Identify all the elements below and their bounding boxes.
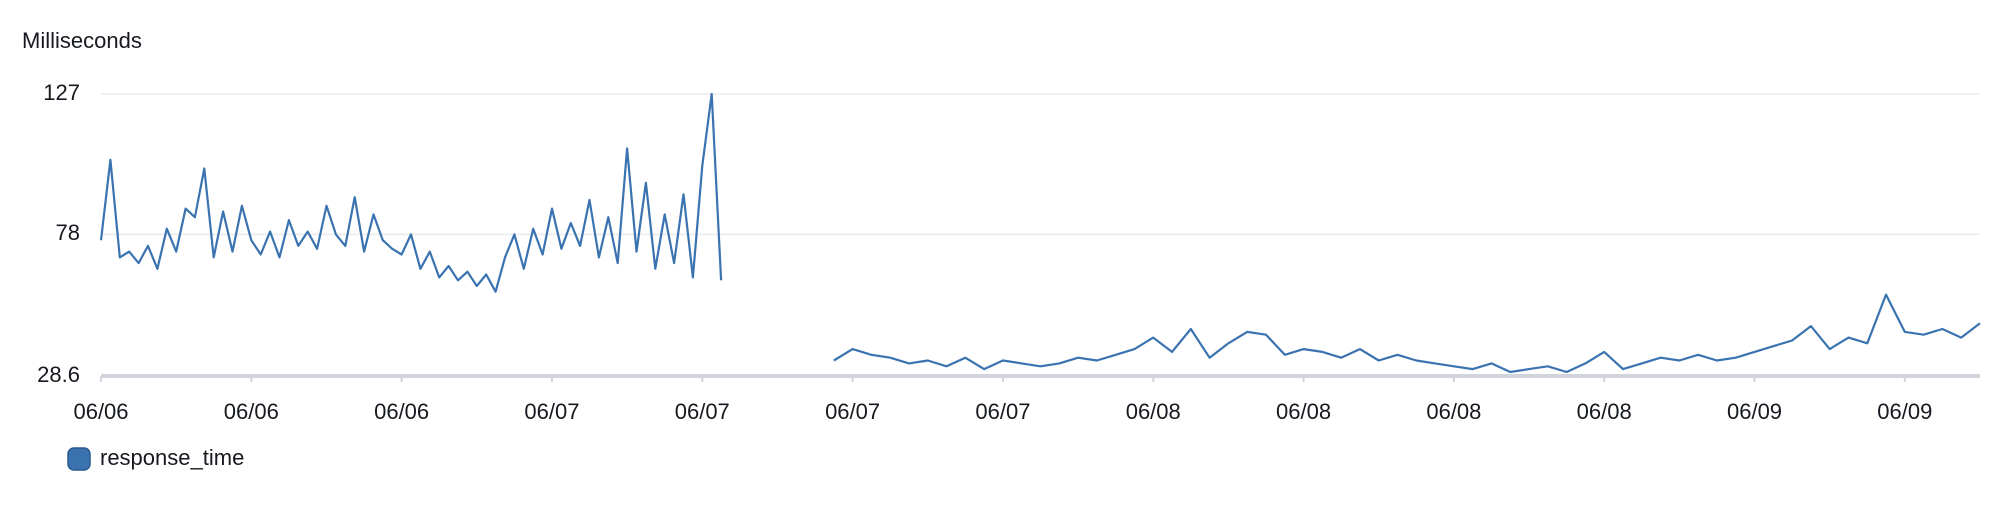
x-tick-label: 06/09 — [1727, 399, 1782, 424]
x-tick-label: 06/07 — [975, 399, 1030, 424]
x-tick-label: 06/06 — [73, 399, 128, 424]
x-tick-label: 06/07 — [524, 399, 579, 424]
y-tick-label: 127 — [43, 80, 80, 105]
legend-swatch — [67, 447, 91, 471]
y-axis-label: Milliseconds — [22, 28, 142, 53]
y-tick-label: 78 — [56, 220, 80, 245]
y-tick-label: 28.6 — [37, 362, 80, 387]
x-tick-label: 06/06 — [374, 399, 429, 424]
x-tick-label: 06/07 — [825, 399, 880, 424]
x-tick-label: 06/08 — [1276, 399, 1331, 424]
x-tick-label: 06/09 — [1877, 399, 1932, 424]
x-tick-label: 06/07 — [675, 399, 730, 424]
x-tick-label: 06/06 — [224, 399, 279, 424]
x-tick-label: 06/08 — [1577, 399, 1632, 424]
x-tick-label: 06/08 — [1426, 399, 1481, 424]
legend-label: response_time — [100, 445, 244, 470]
x-tick-label: 06/08 — [1126, 399, 1181, 424]
data-line — [99, 92, 1981, 374]
